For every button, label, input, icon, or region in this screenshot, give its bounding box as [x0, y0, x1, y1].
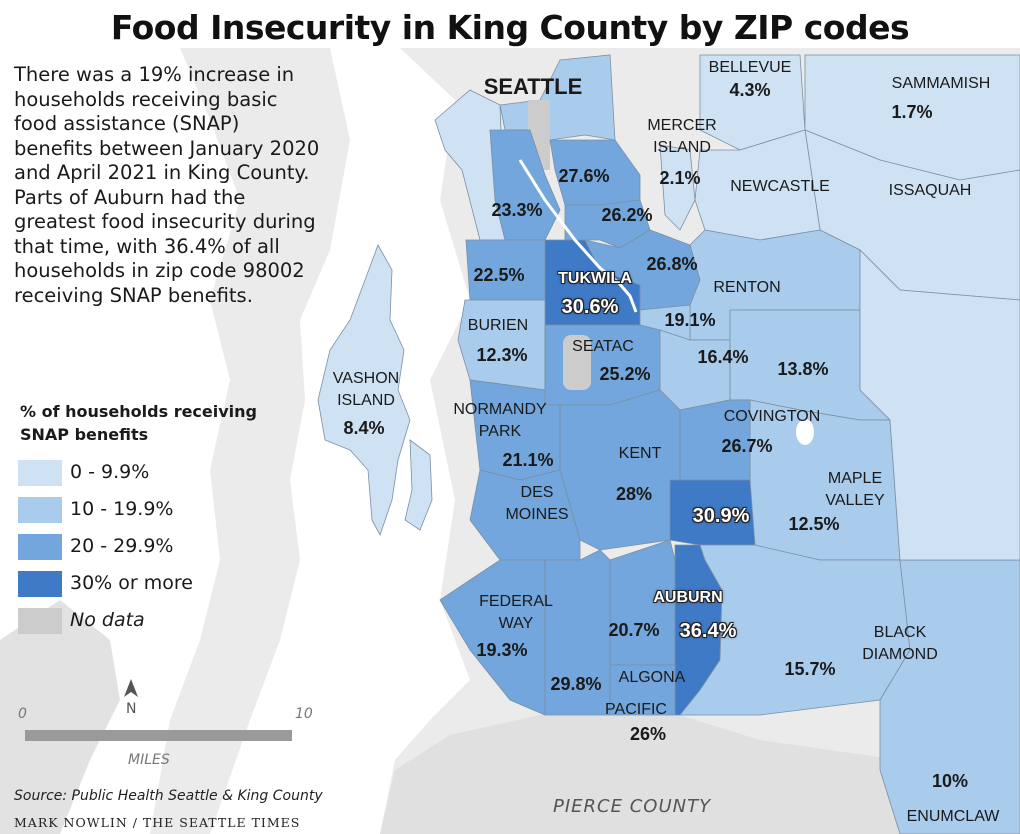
- newcastle-label: NEWCASTLE: [730, 178, 830, 195]
- legend-title: % of households receiving SNAP benefits: [20, 402, 258, 444]
- value-map-area: 19.1%: [664, 310, 716, 330]
- no-data-seatac: [563, 335, 591, 390]
- legend-swatch: [18, 460, 62, 486]
- seattle-label: SEATTLE: [483, 74, 583, 99]
- source-note: Source: Public Health Seattle & King Cou…: [14, 788, 323, 804]
- maple-valley-label: MAPLE VALLEY: [825, 470, 885, 509]
- value-map-area: 26.2%: [601, 205, 653, 225]
- intro-paragraph: There was a 19% increase in households r…: [14, 63, 320, 307]
- legend-label: No data: [70, 609, 145, 631]
- black-diamond-label: BLACK DIAMOND: [862, 624, 938, 663]
- value-covington: 26.7%: [721, 436, 773, 456]
- legend-label: 30% or more: [70, 572, 193, 594]
- value-map-area: 30.9%: [692, 505, 750, 527]
- value-mercer-island: 2.1%: [659, 168, 701, 188]
- value-enumclaw: 10%: [931, 771, 969, 791]
- credit-line: MARK NOWLIN / THE SEATTLE TIMES: [14, 815, 301, 830]
- bellevue-label: BELLEVUE: [708, 59, 792, 76]
- value-auburn: 36.4%: [679, 620, 737, 642]
- covington-label: COVINGTON: [723, 408, 821, 425]
- normandy-park-label: NORMANDY PARK: [453, 401, 547, 440]
- sammamish-label: SAMMAMISH: [891, 75, 991, 92]
- lake-covington: [796, 419, 814, 445]
- tukwila-label: TUKWILA: [558, 270, 632, 287]
- value-kent: 28%: [615, 484, 653, 504]
- pacific-label: PACIFIC: [605, 701, 667, 718]
- legend-label: 0 - 9.9%: [70, 461, 150, 483]
- vashon-island-label: VASHON ISLAND: [332, 370, 400, 409]
- kent-label: KENT: [618, 445, 662, 462]
- value-federal-way: 19.3%: [476, 640, 528, 660]
- burien-label: BURIEN: [467, 317, 529, 334]
- enumclaw-label: ENUMCLAW: [906, 808, 1000, 825]
- value-map-area: 13.8%: [777, 359, 829, 379]
- value-normandy-park: 21.1%: [502, 450, 554, 470]
- value-map-area: 23.3%: [491, 200, 543, 220]
- legend-label: 20 - 29.9%: [70, 535, 174, 557]
- legend-swatch: [18, 534, 62, 560]
- zip-east: [859, 249, 1020, 561]
- value-map-area: 26.8%: [646, 254, 698, 274]
- algona-label: ALGONA: [618, 669, 686, 686]
- issaquah-label: ISSAQUAH: [888, 182, 972, 199]
- land-west: [150, 48, 350, 834]
- legend-label: 10 - 19.9%: [70, 498, 174, 520]
- zip-kent: [559, 389, 681, 551]
- scale-start-label: 0: [18, 706, 27, 722]
- auburn-label: AUBURN: [653, 589, 723, 606]
- des-moines-label: DES MOINES: [505, 484, 569, 523]
- scale-bar: [25, 730, 292, 741]
- value-tukwila: 30.6%: [561, 296, 619, 318]
- zip-covington: [679, 399, 751, 481]
- duwamish-river: [518, 159, 638, 313]
- zip-enumclaw: [879, 559, 1020, 834]
- seatac-label: SEATAC: [572, 338, 634, 355]
- legend-swatch: [18, 571, 62, 597]
- north-label: N: [126, 701, 137, 717]
- zip-mercer: [659, 144, 696, 231]
- land-far-west: [0, 600, 120, 834]
- value-burien: 12.3%: [476, 345, 528, 365]
- value-map-area: 22.5%: [473, 265, 525, 285]
- land-pierce: [380, 715, 1020, 834]
- value-bellevue: 4.3%: [729, 80, 771, 100]
- value-map-area: 20.7%: [608, 620, 660, 640]
- zip-23-3: [489, 129, 561, 241]
- value-seatac: 25.2%: [599, 364, 651, 384]
- value-black-diamond: 15.7%: [784, 659, 836, 679]
- legend-swatch: [18, 608, 62, 634]
- value-pacific: 26%: [629, 724, 667, 744]
- value-vashon: 8.4%: [343, 418, 385, 438]
- map-title: Food Insecurity in King County by ZIP co…: [110, 8, 910, 47]
- zip-vashon: [317, 244, 411, 536]
- value-map-area: 16.4%: [697, 347, 749, 367]
- value-map-area: 27.6%: [558, 166, 610, 186]
- mercer-island-label: MERCER ISLAND: [647, 117, 717, 156]
- value-maple-valley: 12.5%: [788, 514, 840, 534]
- zip-16-4: [659, 329, 731, 411]
- scale-end-label: 10: [295, 706, 313, 722]
- scale-unit-label: MILES: [128, 752, 170, 768]
- zip-des-moines: [469, 469, 581, 561]
- zip-algona: [609, 664, 676, 716]
- legend-swatch: [18, 497, 62, 523]
- north-arrow-icon: [124, 679, 138, 697]
- pierce-county-label: PIERCE COUNTY: [553, 796, 712, 817]
- zip-black-diamond: [679, 544, 911, 716]
- zip-vashon-south: [404, 439, 433, 531]
- value-map-area: 29.8%: [550, 674, 602, 694]
- renton-label: RENTON: [713, 279, 781, 296]
- federal-way-label: FEDERAL WAY: [479, 593, 553, 632]
- value-sammamish: 1.7%: [891, 102, 933, 122]
